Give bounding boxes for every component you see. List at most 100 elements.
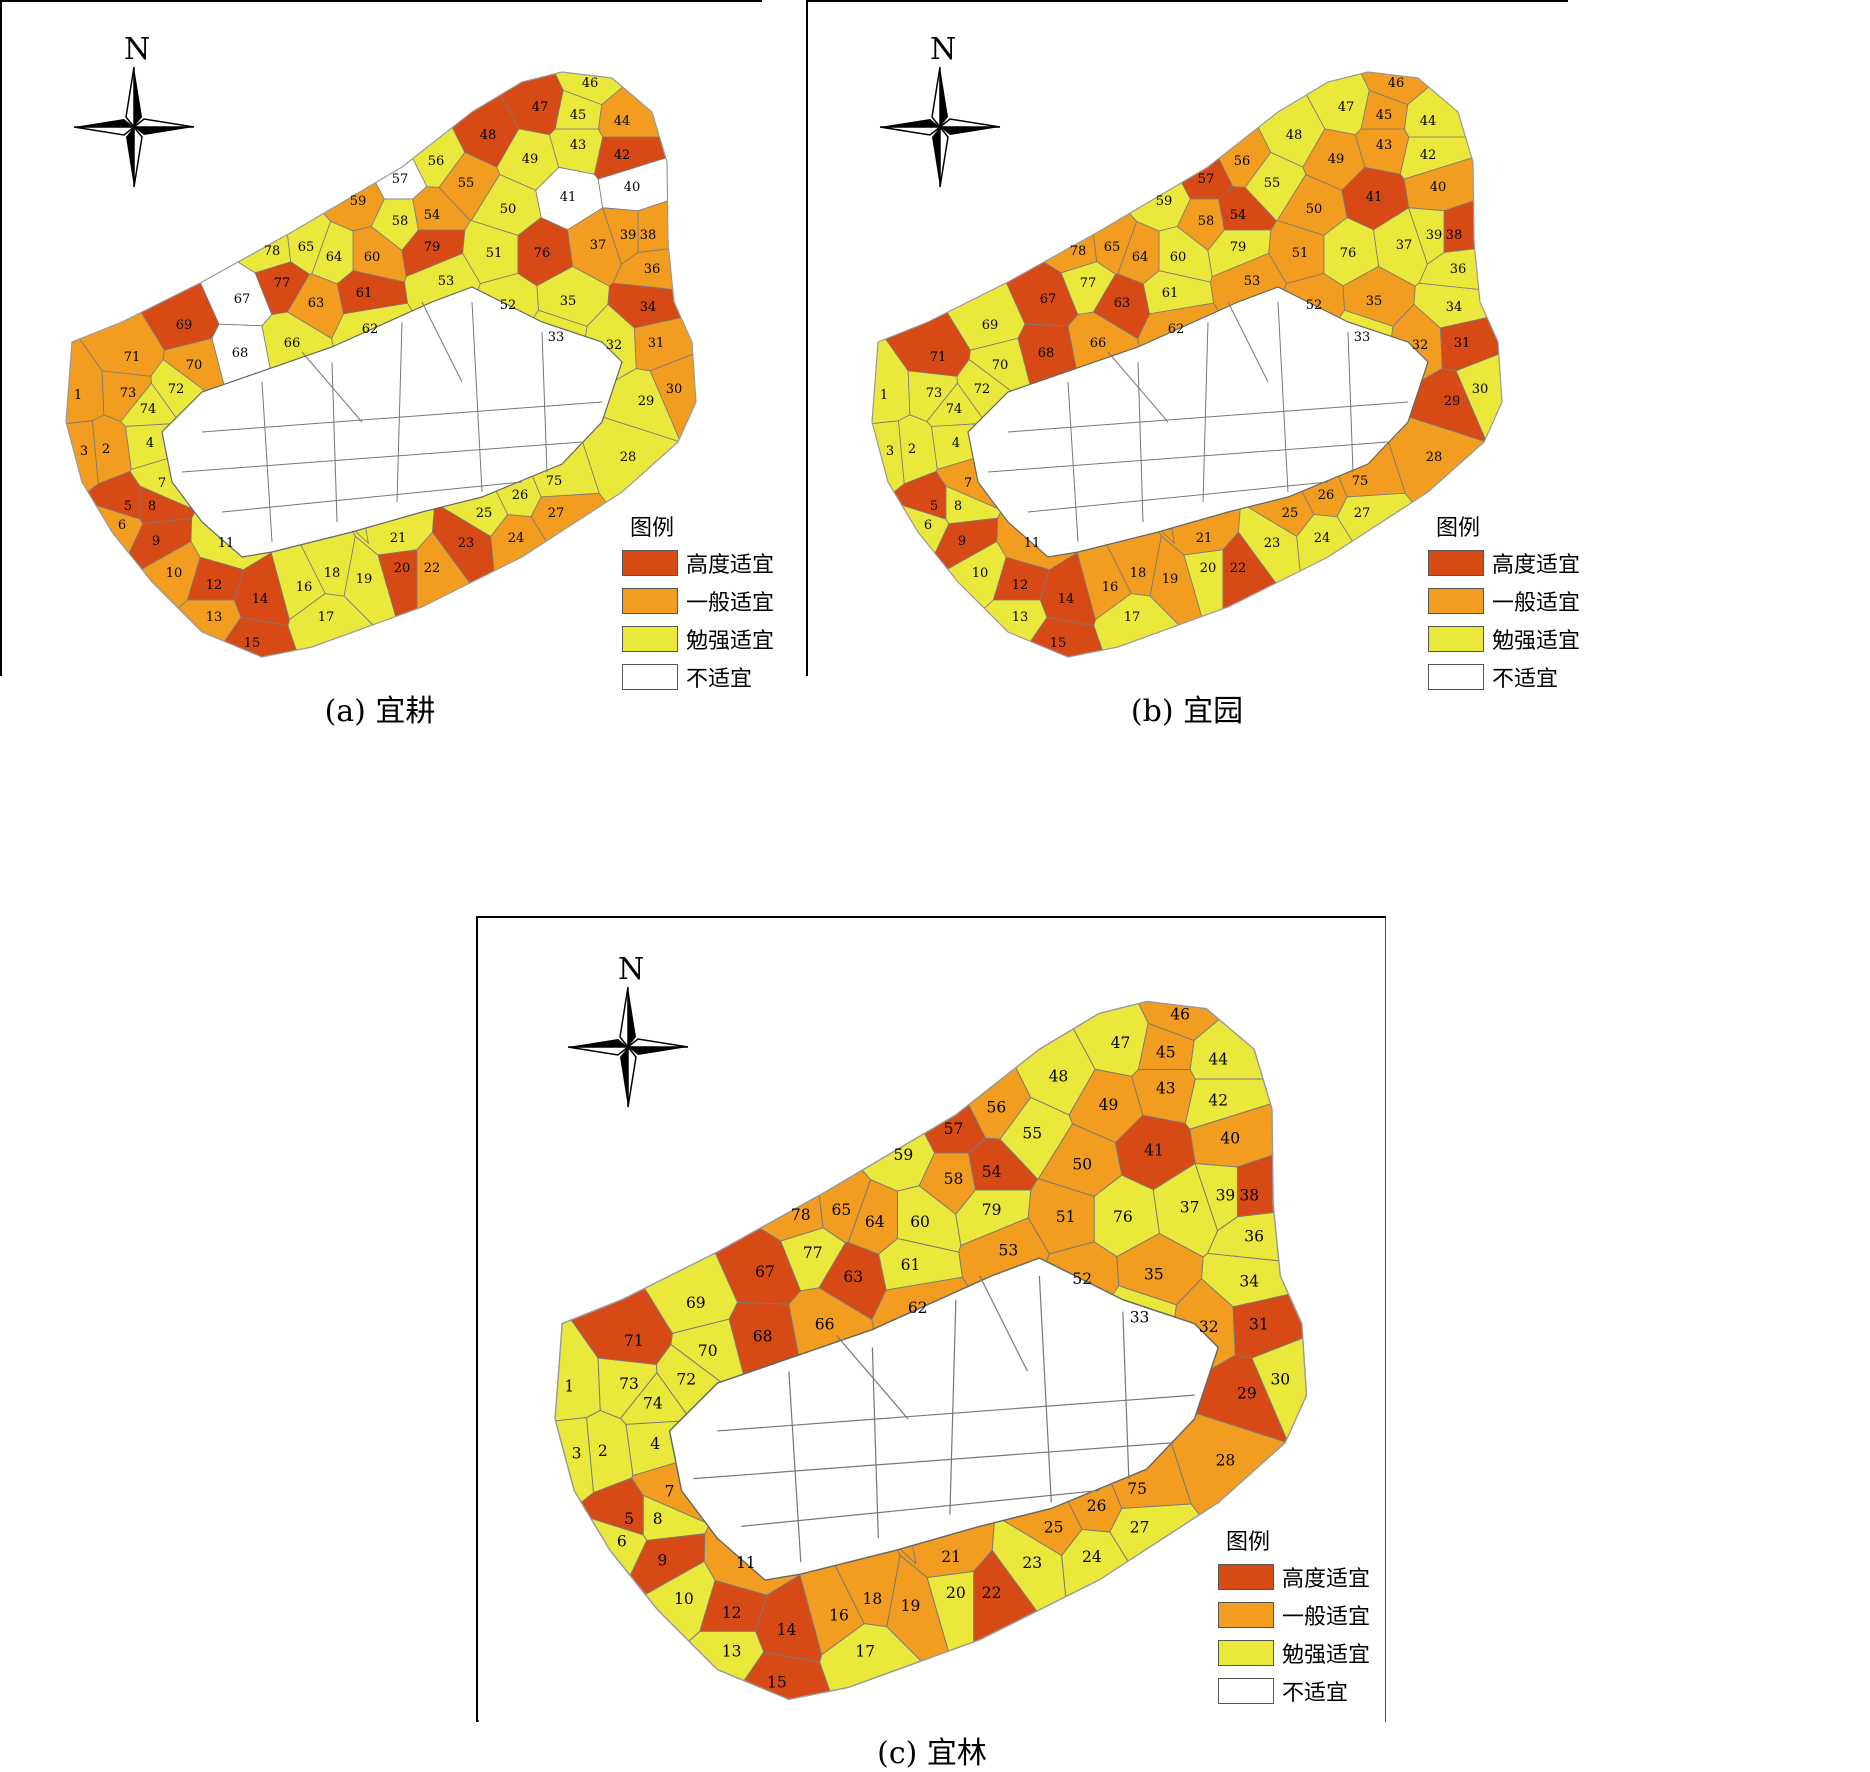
unit-label-64: 64 xyxy=(865,1213,885,1231)
unit-label-59: 59 xyxy=(350,194,367,209)
unit-label-1: 1 xyxy=(880,388,888,403)
unit-label-10: 10 xyxy=(166,566,183,581)
unit-label-56: 56 xyxy=(987,1098,1007,1116)
unit-label-24: 24 xyxy=(1082,1548,1102,1566)
unit-label-52: 52 xyxy=(1306,298,1323,313)
unit-label-41: 41 xyxy=(1366,190,1383,205)
unit-label-9: 9 xyxy=(958,534,966,549)
unit-label-63: 63 xyxy=(1114,296,1131,311)
unit-label-52: 52 xyxy=(1072,1270,1092,1288)
unit-label-36: 36 xyxy=(1244,1227,1264,1245)
unit-label-36: 36 xyxy=(644,262,661,277)
unit-label-18: 18 xyxy=(1130,566,1147,581)
north-arrow: N xyxy=(870,32,1020,212)
legend-swatch xyxy=(622,626,678,652)
unit-label-28: 28 xyxy=(620,450,637,465)
map-unit-79 xyxy=(955,1189,1032,1247)
legend-swatch xyxy=(622,550,678,576)
unit-label-42: 42 xyxy=(614,148,631,163)
unit-label-75: 75 xyxy=(1352,474,1369,489)
legend-swatch xyxy=(1218,1640,1274,1666)
unit-label-29: 29 xyxy=(1444,394,1461,409)
map-outside-mask xyxy=(808,2,1568,676)
unit-label-46: 46 xyxy=(1388,76,1405,91)
map-panel-a: 1 2 3 4 5 6 7 8 9 10 11 12 13 14 15 16 17 18 19 20 21 22 23 24 2… xyxy=(0,0,774,692)
unit-label-51: 51 xyxy=(1056,1208,1076,1226)
map-unit-76 xyxy=(1323,217,1380,287)
unit-label-5: 5 xyxy=(930,499,938,514)
legend-item: 不适宜 xyxy=(622,658,774,696)
unit-label-38: 38 xyxy=(1446,228,1463,243)
unit-label-72: 72 xyxy=(168,382,185,397)
legend-swatch xyxy=(1428,626,1484,652)
map-unit-76 xyxy=(517,217,574,287)
unit-label-1: 1 xyxy=(564,1378,574,1396)
map-panel-c: 1 2 3 4 5 6 7 8 9 10 11 12 13 14 15 16 17 18 19 20 21 22 23 24 2… xyxy=(476,916,1386,1722)
unit-label-69: 69 xyxy=(686,1294,706,1312)
unit-label-12: 12 xyxy=(1012,578,1029,593)
unit-label-61: 61 xyxy=(1162,286,1179,301)
legend-item: 一般适宜 xyxy=(1218,1596,1370,1634)
unit-label-40: 40 xyxy=(1220,1129,1240,1147)
urban-core xyxy=(967,286,1429,558)
unit-label-25: 25 xyxy=(476,506,493,521)
unit-label-12: 12 xyxy=(206,578,223,593)
unit-label-20: 20 xyxy=(1200,561,1217,576)
unit-label-58: 58 xyxy=(1198,214,1215,229)
legend-label: 高度适宜 xyxy=(686,553,775,578)
map-outside-mask xyxy=(478,918,1386,1722)
legend-label: 不适宜 xyxy=(1492,667,1559,692)
unit-label-43: 43 xyxy=(1376,138,1393,153)
unit-label-62: 62 xyxy=(362,322,379,337)
unit-label-30: 30 xyxy=(1270,1370,1290,1388)
unit-label-66: 66 xyxy=(815,1316,835,1334)
unit-label-69: 69 xyxy=(176,318,193,333)
unit-label-45: 45 xyxy=(1376,108,1393,123)
unit-label-31: 31 xyxy=(1249,1316,1269,1334)
unit-label-22: 22 xyxy=(424,561,441,576)
unit-label-76: 76 xyxy=(1340,246,1357,261)
unit-label-24: 24 xyxy=(1314,531,1331,546)
unit-label-74: 74 xyxy=(946,402,963,417)
unit-label-65: 65 xyxy=(298,240,315,255)
unit-label-22: 22 xyxy=(982,1584,1002,1602)
unit-label-78: 78 xyxy=(791,1206,811,1224)
unit-label-6: 6 xyxy=(924,518,932,533)
legend-label: 勉强适宜 xyxy=(1282,1643,1371,1668)
unit-label-13: 13 xyxy=(1012,610,1029,625)
legend-swatch xyxy=(622,588,678,614)
unit-label-61: 61 xyxy=(901,1256,921,1274)
unit-label-77: 77 xyxy=(274,276,291,291)
legend-item: 不适宜 xyxy=(1218,1672,1370,1710)
unit-label-39: 39 xyxy=(620,228,637,243)
unit-label-76: 76 xyxy=(534,246,551,261)
unit-label-75: 75 xyxy=(1127,1480,1147,1498)
unit-label-4: 4 xyxy=(952,436,960,451)
unit-label-16: 16 xyxy=(1102,580,1119,595)
unit-label-48: 48 xyxy=(1286,128,1303,143)
map-unit-74 xyxy=(619,1371,692,1425)
unit-label-25: 25 xyxy=(1282,506,1299,521)
unit-label-74: 74 xyxy=(140,402,157,417)
unit-label-8: 8 xyxy=(148,499,156,514)
legend-swatch xyxy=(1428,664,1484,690)
unit-label-27: 27 xyxy=(1354,506,1371,521)
unit-label-3: 3 xyxy=(886,444,894,459)
region-outline xyxy=(65,71,697,658)
unit-label-59: 59 xyxy=(1156,194,1173,209)
unit-label-58: 58 xyxy=(392,214,409,229)
unit-label-58: 58 xyxy=(944,1170,964,1188)
unit-label-38: 38 xyxy=(1239,1187,1259,1205)
unit-label-70: 70 xyxy=(992,358,1009,373)
unit-label-11: 11 xyxy=(736,1554,756,1572)
unit-label-18: 18 xyxy=(862,1590,882,1608)
unit-label-31: 31 xyxy=(648,336,665,351)
unit-label-44: 44 xyxy=(1208,1051,1228,1069)
unit-label-13: 13 xyxy=(206,610,223,625)
unit-label-31: 31 xyxy=(1454,336,1471,351)
unit-label-28: 28 xyxy=(1216,1452,1236,1470)
unit-label-48: 48 xyxy=(1049,1067,1069,1085)
unit-label-42: 42 xyxy=(1420,148,1437,163)
